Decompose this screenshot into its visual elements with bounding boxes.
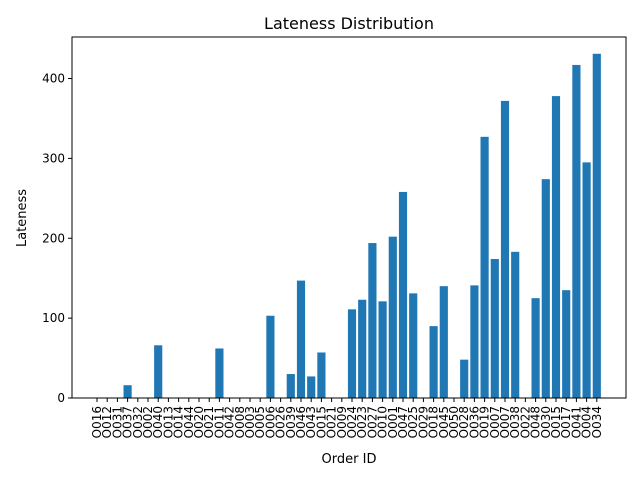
- x-tick-label: O040: [151, 406, 165, 438]
- x-tick-label: O021: [325, 406, 339, 438]
- x-tick-label: O002: [141, 406, 155, 438]
- bar-30: [398, 191, 408, 398]
- x-tick-label: O010: [376, 406, 390, 438]
- bar-36: [460, 359, 469, 398]
- x-tick-label: O006: [263, 406, 277, 438]
- chart-title: Lateness Distribution: [264, 14, 434, 33]
- plot-frame: [71, 36, 627, 399]
- x-tick-label: O019: [478, 406, 492, 438]
- x-tick-label: O027: [365, 406, 379, 438]
- x-tick-label: O030: [539, 406, 553, 438]
- x-tick-label: O048: [529, 406, 543, 438]
- bar-29: [388, 236, 397, 398]
- bar-33: [429, 326, 438, 398]
- x-tick-label: O039: [284, 406, 298, 438]
- y-axis-label: Lateness: [15, 189, 30, 247]
- x-tick-label: O015: [314, 406, 328, 438]
- x-tick-label: O025: [406, 406, 420, 438]
- y-tick-label: 300: [42, 151, 65, 165]
- x-tick-label: O017: [559, 406, 573, 438]
- x-tick-label: O034: [590, 406, 604, 438]
- bar-49: [592, 53, 601, 399]
- bar-37: [470, 285, 479, 398]
- x-tick-label: O036: [467, 406, 481, 438]
- x-tick-label: O023: [355, 406, 369, 438]
- x-tick-label: O043: [304, 406, 318, 438]
- bar-20: [296, 280, 306, 398]
- bar-39: [490, 259, 499, 398]
- bar-22: [317, 352, 326, 398]
- x-tick-label: O008: [233, 406, 247, 438]
- x-tick-label: O045: [437, 406, 451, 438]
- bar-31: [409, 293, 418, 398]
- bar-40: [500, 100, 510, 398]
- x-tick-label: O013: [161, 406, 175, 438]
- x-tick-label: O009: [335, 406, 349, 438]
- bar-41: [511, 251, 520, 398]
- x-tick-label: O042: [223, 406, 237, 438]
- bar-6: [154, 345, 163, 398]
- y-tick-label: 400: [42, 72, 65, 86]
- x-tick-label: O018: [427, 406, 441, 438]
- x-tick-label: O046: [294, 406, 308, 438]
- x-tick-label: O020: [192, 406, 206, 438]
- x-tick-label: O047: [396, 406, 410, 438]
- x-tick-label: O028: [457, 406, 471, 438]
- x-tick-label: O029: [416, 406, 430, 438]
- x-tick-label: O021: [202, 406, 216, 438]
- x-axis-ticks: O016O012O031O037O032O002O040O013O014O044…: [90, 398, 604, 438]
- x-tick-label: O016: [90, 406, 104, 438]
- y-tick-label: 0: [57, 391, 65, 405]
- y-axis-ticks: 0 100 200 300 400: [42, 72, 72, 405]
- bar-43: [531, 298, 540, 398]
- bar-38: [480, 136, 489, 398]
- x-tick-label: O026: [274, 406, 288, 438]
- x-tick-label: O041: [569, 406, 583, 438]
- x-tick-label: O014: [172, 406, 186, 438]
- x-axis-label: Order ID: [322, 452, 377, 467]
- x-tick-label: O003: [243, 406, 257, 438]
- bar-19: [286, 374, 295, 398]
- x-tick-label: O050: [447, 406, 461, 438]
- x-tick-label: O038: [508, 406, 522, 438]
- y-tick-label: 200: [42, 231, 65, 245]
- bar-3: [123, 385, 132, 398]
- bar-48: [582, 162, 591, 398]
- x-tick-label: O007: [488, 406, 502, 438]
- x-tick-label: O005: [253, 406, 267, 438]
- x-tick-label: O001: [386, 406, 400, 438]
- bar-34: [439, 286, 448, 398]
- bars-group: [123, 53, 601, 399]
- x-tick-label: O044: [182, 406, 196, 438]
- x-tick-label: O007: [498, 406, 512, 438]
- bar-25: [347, 309, 357, 398]
- y-tick-label: 100: [42, 311, 65, 325]
- bar-12: [215, 348, 224, 398]
- x-tick-label: O011: [212, 406, 226, 438]
- bar-46: [562, 290, 571, 398]
- bar-21: [307, 376, 316, 398]
- x-tick-label: O031: [110, 406, 124, 438]
- x-tick-label: O032: [131, 406, 145, 438]
- x-tick-label: O015: [549, 406, 563, 438]
- bar-27: [368, 243, 377, 398]
- bar-28: [378, 301, 387, 398]
- x-tick-label: O004: [580, 406, 594, 438]
- bar-47: [572, 64, 581, 398]
- x-tick-label: O012: [100, 406, 114, 438]
- x-tick-label: O037: [121, 406, 135, 438]
- bar-45: [551, 96, 561, 398]
- bar-17: [266, 315, 275, 398]
- x-tick-label: O024: [345, 406, 359, 438]
- bar-26: [358, 299, 367, 398]
- x-tick-label: O022: [518, 406, 532, 438]
- bar-44: [541, 179, 550, 398]
